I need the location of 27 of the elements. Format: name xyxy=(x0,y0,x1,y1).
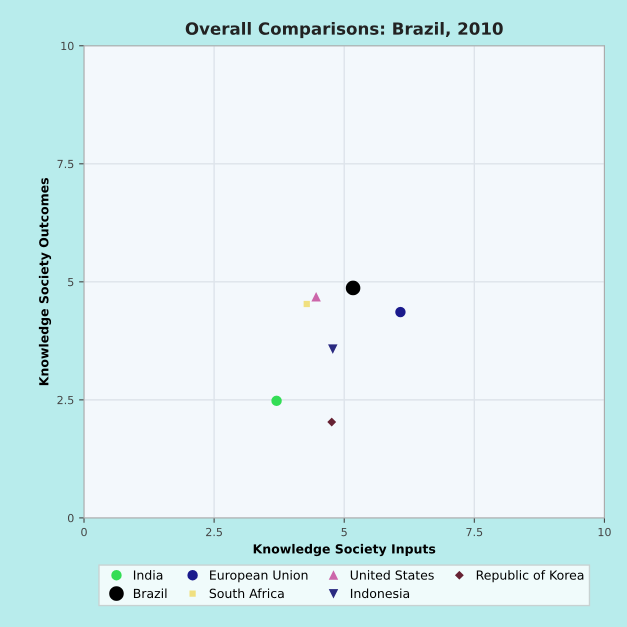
point xyxy=(395,306,406,318)
y-tick-label: 5 xyxy=(68,278,74,286)
x-tick-label: 7.5 xyxy=(466,528,482,536)
legend-label: Brazil xyxy=(134,588,166,598)
point xyxy=(312,292,321,302)
legend-label: India xyxy=(134,570,162,580)
x-tick-label: 10 xyxy=(598,528,611,536)
point xyxy=(271,396,282,406)
chart-title: Overall Comparisons: Brazil, 2010 xyxy=(186,22,503,38)
point xyxy=(328,344,338,354)
legend-label: European Union xyxy=(210,570,308,582)
legend-label: United States xyxy=(350,570,434,580)
legend-label: Indonesia xyxy=(350,588,410,598)
point xyxy=(304,300,310,308)
y-tick-label: 10 xyxy=(61,42,74,50)
legend-label: Republic of Korea xyxy=(476,570,584,582)
point xyxy=(327,418,336,426)
y-tick-label: 0 xyxy=(68,514,74,522)
x-tick-label: 2.5 xyxy=(206,528,222,536)
y-tick-label: 2.5 xyxy=(57,396,74,404)
y-tick-label: 7.5 xyxy=(58,160,74,168)
x-tick-label: 0 xyxy=(81,528,87,536)
x-axis-title: Knowledge Society Inputs xyxy=(254,544,436,556)
legend-label: South Africa xyxy=(210,588,284,598)
point xyxy=(346,280,360,296)
y-axis-title: Knowledge Society Outcomes xyxy=(38,178,52,386)
x-tick-label: 5 xyxy=(342,528,347,536)
